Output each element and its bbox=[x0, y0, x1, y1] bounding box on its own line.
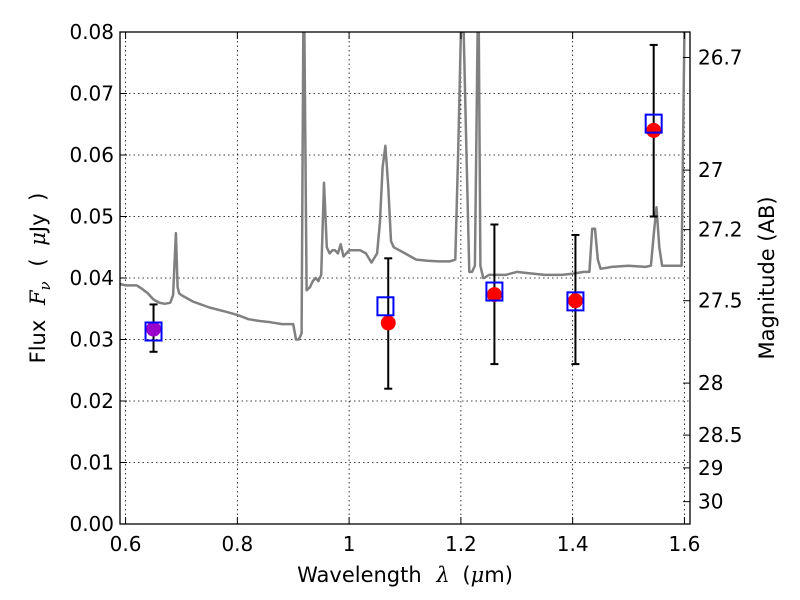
data-points bbox=[144, 113, 663, 342]
red-circle-point bbox=[380, 315, 396, 331]
x-axis-label-symbol: λ bbox=[435, 563, 449, 587]
x-tick-label: 1.2 bbox=[445, 532, 477, 556]
secondary-y-axis-label: Magnitude (AB) bbox=[755, 196, 779, 359]
grid-lines bbox=[120, 31, 690, 525]
y-tick-label: 0.08 bbox=[69, 20, 114, 44]
y2-tick-label: 27.5 bbox=[698, 289, 743, 313]
x-tick-label: 1 bbox=[343, 532, 356, 556]
blue-square-point bbox=[644, 113, 663, 134]
x-tick-label: 0.8 bbox=[221, 532, 253, 556]
y-axis-label: Flux Fν ( μJy ) bbox=[26, 193, 55, 364]
y-tick-label: 0.01 bbox=[69, 451, 114, 475]
y-axis-label-prefix: Flux bbox=[26, 320, 50, 364]
axis-labels: Wavelength λ (μm) Flux Fν ( μJy ) Magnit… bbox=[26, 193, 779, 587]
y-tick-label: 0.00 bbox=[69, 512, 114, 536]
y2-tick-label: 27.2 bbox=[698, 218, 743, 242]
spectrum-line bbox=[120, 32, 686, 341]
y2-tick-label: 30 bbox=[698, 490, 723, 514]
blue-square-point bbox=[566, 291, 585, 312]
blue-square-point bbox=[144, 321, 163, 342]
y2-tick-label: 29 bbox=[698, 456, 723, 480]
y-tick-label: 0.03 bbox=[69, 328, 114, 352]
x-tick-label: 1.4 bbox=[557, 532, 589, 556]
y-axis-label-unit: Jy bbox=[26, 213, 50, 234]
y-axis-label-subscript: ν bbox=[36, 281, 54, 290]
blue-square-point bbox=[376, 296, 395, 317]
x-axis-label-unit-open: ( bbox=[462, 563, 470, 587]
x-axis-label-unit: m) bbox=[484, 563, 513, 587]
y-tick-label: 0.07 bbox=[69, 82, 114, 106]
y2-tick-label: 28.5 bbox=[698, 423, 743, 447]
axis-ticks: 0.6 0.8 1 1.2 1.4 1.6 0.00 0.01 0.02 0.03 0.04 0.05… bbox=[69, 20, 742, 556]
y-tick-label: 0.04 bbox=[69, 266, 114, 290]
blue-square-point bbox=[485, 281, 504, 302]
red-circle-point bbox=[486, 287, 502, 303]
y-axis-label-symbol: F bbox=[26, 289, 50, 306]
x-tick-label: 0.6 bbox=[110, 532, 142, 556]
y-axis-label-unit-mu: μ bbox=[26, 232, 50, 246]
x-axis-label: Wavelength λ (μm) bbox=[297, 563, 513, 587]
red-circle-point bbox=[646, 122, 662, 138]
model-spectrum bbox=[120, 32, 686, 341]
x-tick-label: 1.6 bbox=[669, 532, 701, 556]
y-tick-label: 0.02 bbox=[69, 389, 114, 413]
y2-tick-label: 27 bbox=[698, 158, 723, 182]
y-tick-label: 0.05 bbox=[69, 205, 114, 229]
red-circle-point bbox=[567, 293, 583, 309]
y-axis-label-unit-close: ) bbox=[26, 193, 50, 201]
x-axis-label-unit-mu: μ bbox=[471, 563, 485, 587]
red-circle-point bbox=[146, 321, 162, 337]
y-tick-label: 0.06 bbox=[69, 143, 114, 167]
y2-tick-label: 26.7 bbox=[698, 45, 743, 69]
y2-tick-label: 28 bbox=[698, 371, 723, 395]
y-axis-label-unit-open: ( bbox=[26, 258, 50, 266]
x-axis-label-prefix: Wavelength bbox=[297, 563, 422, 587]
